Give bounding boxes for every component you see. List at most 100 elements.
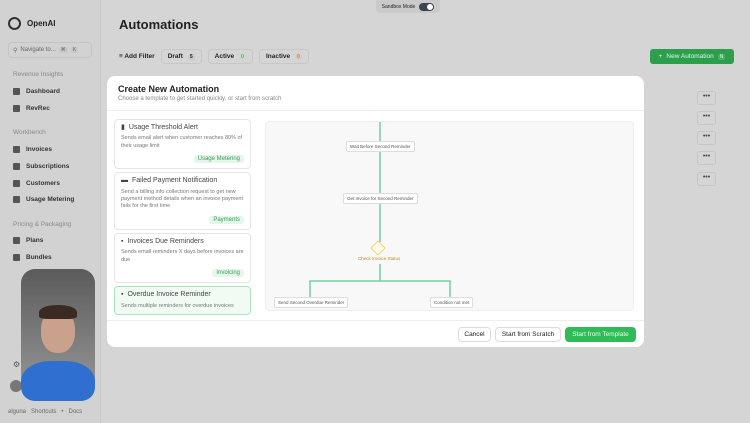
plus-icon: + <box>658 53 663 60</box>
sandbox-toggle[interactable] <box>419 2 435 11</box>
section-workbench: Workbench <box>13 129 46 136</box>
template-title: Overdue Invoice Reminder <box>127 291 211 299</box>
template-desc: Sends multiple reminders for overdue inv… <box>121 302 234 309</box>
row-menu-button[interactable]: ••• <box>697 172 716 186</box>
kbd-cmd: ⌘ <box>58 47 68 53</box>
start-from-template-button[interactable]: Start from Template <box>565 327 636 342</box>
sidebar-item-usage-metering[interactable]: Usage Metering <box>13 196 74 203</box>
navigate-search[interactable]: ⚲ Navigate to... ⌘ K <box>8 42 92 58</box>
separator: • <box>61 409 64 415</box>
docs-link[interactable]: Docs <box>68 409 83 415</box>
flow-node[interactable]: Send Second Overdue Reminder <box>274 297 349 308</box>
flow-preview[interactable]: Wait Before Second Reminder Get Invoice … <box>265 121 634 311</box>
template-list[interactable]: ▮ Usage Threshold Alert Sends email alert … <box>114 119 251 318</box>
row-menu-button[interactable]: ••• <box>697 151 716 165</box>
section-pricing: Pricing & Packaging <box>13 221 72 228</box>
page-title: Automations <box>119 17 199 32</box>
template-overdue-invoice[interactable]: ▪ Overdue Invoice Reminder Sends multiple … <box>114 286 251 315</box>
bolt-icon <box>13 196 20 203</box>
template-title: Usage Threshold Alert <box>128 124 198 131</box>
plans-icon <box>13 237 20 244</box>
template-title: Invoices Due Reminders <box>127 237 204 245</box>
sparkle-icon <box>13 88 20 95</box>
filter-draft[interactable]: Draft 5 <box>160 49 202 64</box>
settings-icon[interactable]: ⚙ <box>13 360 21 369</box>
invoice-icon: ▪ <box>121 291 124 299</box>
sandbox-label: Sandbox Mode <box>381 3 416 10</box>
label: RevRec <box>26 105 50 112</box>
row-menu-button[interactable]: ••• <box>697 91 716 105</box>
sidebar-item-dashboard[interactable]: Dashboard <box>13 88 60 95</box>
flow-node[interactable]: Get Invoice for Second Reminder <box>343 193 418 204</box>
start-from-scratch-button[interactable]: Start from Scratch <box>495 327 561 342</box>
sidebar-item-bundles[interactable]: Bundles <box>13 254 52 261</box>
sidebar-item-subscriptions[interactable]: Subscriptions <box>13 163 69 170</box>
sidebar-item-invoices[interactable]: Invoices <box>13 146 52 153</box>
kbd-k: K <box>70 47 79 53</box>
flow-node[interactable]: Condition not met <box>430 297 474 308</box>
label: Subscriptions <box>26 163 70 170</box>
label: Active <box>214 53 235 60</box>
template-usage-threshold[interactable]: ▮ Usage Threshold Alert Sends email alert … <box>114 119 251 170</box>
filter-bar: ≡ Add Filter Draft 5 Active 0 Inactive 0 <box>119 49 309 64</box>
sparkle-icon <box>13 105 20 112</box>
category-tag: Invoicing <box>212 269 244 278</box>
bar-chart-icon: ▮ <box>121 124 125 131</box>
count-badge: 0 <box>239 53 246 60</box>
modal-footer: Cancel Start from Scratch Start from Tem… <box>107 320 644 347</box>
template-desc: Sends email reminders X days before invo… <box>121 249 244 263</box>
template-failed-payment[interactable]: ▬ Failed Payment Notification Send a billi… <box>114 172 251 230</box>
sidebar-item-customers[interactable]: Customers <box>13 180 60 187</box>
modal-subtitle: Choose a template to get started quickly… <box>118 96 282 102</box>
category-tag: Usage Metering <box>193 155 244 164</box>
webcam-overlay <box>21 269 95 401</box>
label: New Automation <box>666 53 714 60</box>
label: Plans <box>26 237 44 244</box>
row-menu-button[interactable]: ••• <box>697 111 716 125</box>
condition-diamond-icon <box>370 240 386 256</box>
condition-node-label[interactable]: Check Invoice Status <box>358 256 401 261</box>
shortcuts-link[interactable]: Shortcuts <box>31 409 57 415</box>
label: Invoices <box>26 146 53 153</box>
modal-title: Create New Automation <box>118 84 220 94</box>
credit-card-icon: ▬ <box>121 177 128 185</box>
label: Inactive <box>265 53 291 60</box>
cancel-button[interactable]: Cancel <box>458 327 491 342</box>
flow-node[interactable]: Wait Before Second Reminder <box>346 141 415 152</box>
template-title: Failed Payment Notification <box>132 177 218 185</box>
search-placeholder: Navigate to... <box>20 47 56 53</box>
sandbox-mode[interactable]: Sandbox Mode <box>376 0 440 13</box>
row-menu-button[interactable]: ••• <box>697 131 716 145</box>
add-filter-label: Add Filter <box>124 53 155 60</box>
label: Usage Metering <box>26 196 75 203</box>
refresh-icon <box>13 163 20 170</box>
brand[interactable]: OpenAI <box>8 17 55 30</box>
create-automation-modal: Create New Automation Choose a template t… <box>107 76 644 347</box>
count-badge: 5 <box>187 53 195 60</box>
label: Dashboard <box>26 88 60 95</box>
label: Draft <box>167 53 183 60</box>
grid-icon <box>13 254 20 261</box>
label: Bundles <box>26 254 52 261</box>
new-automation-button[interactable]: + New Automation N <box>650 49 734 64</box>
alguna-logo: alguna <box>8 409 27 415</box>
flow-edges <box>309 122 451 298</box>
template-desc: Sends email alert when customer reaches … <box>121 135 243 149</box>
section-revenue-insights: Revenue Insights <box>13 71 64 78</box>
category-tag: Payments <box>209 215 244 224</box>
filter-active[interactable]: Active 0 <box>207 49 253 64</box>
invoice-icon: ▪ <box>121 237 124 245</box>
openai-logo-icon <box>8 17 21 30</box>
avatar[interactable] <box>10 380 22 392</box>
label: Customers <box>26 180 60 187</box>
add-filter-button[interactable]: ≡ Add Filter <box>119 53 155 60</box>
template-desc: Send a billing info collection request t… <box>121 188 243 210</box>
filter-inactive[interactable]: Inactive 0 <box>258 49 309 64</box>
invoice-icon <box>13 146 20 153</box>
count-badge: 0 <box>295 53 302 60</box>
sidebar-item-plans[interactable]: Plans <box>13 237 43 244</box>
sidebar-item-revrec[interactable]: RevRec <box>13 105 50 112</box>
users-icon <box>13 180 20 187</box>
template-invoices-due[interactable]: ▪ Invoices Due Reminders Sends email remin… <box>114 232 251 284</box>
search-icon: ⚲ <box>13 47 18 54</box>
